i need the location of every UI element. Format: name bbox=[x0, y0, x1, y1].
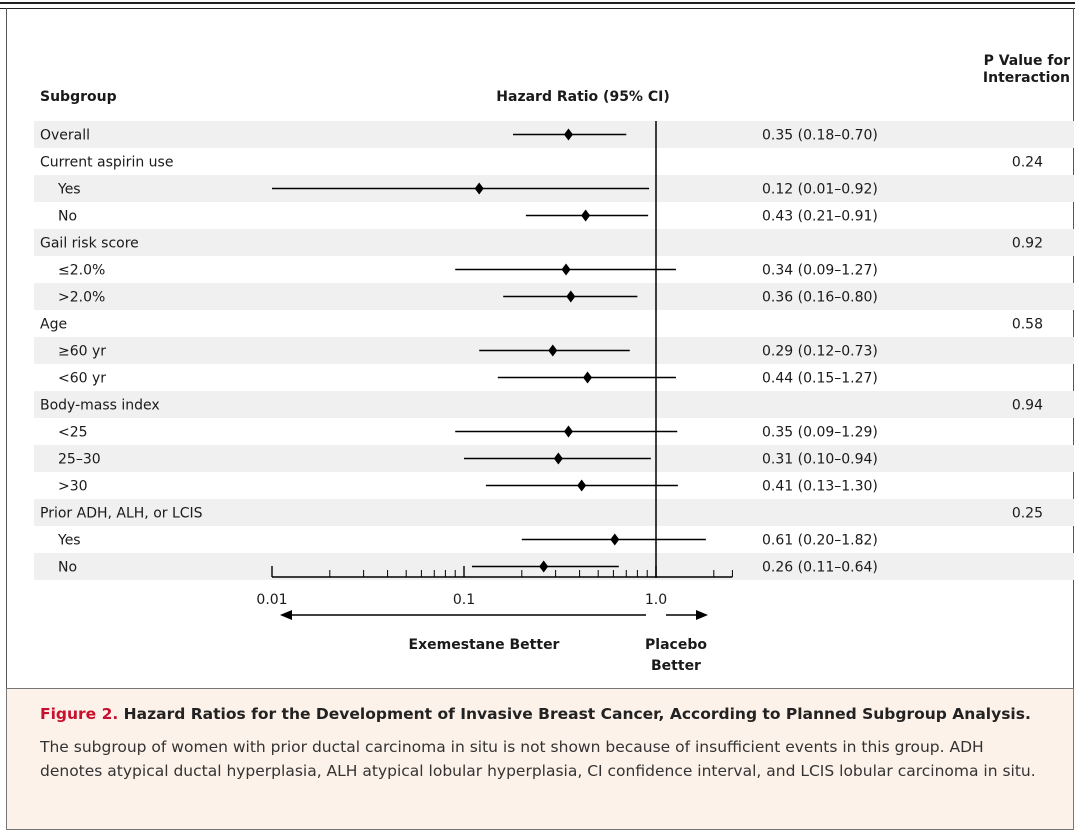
x-tick-label: 0.1 bbox=[453, 592, 475, 608]
row-label: >2.0% bbox=[58, 290, 105, 306]
header-p-value-line2: Interaction bbox=[983, 70, 1070, 86]
point-estimate bbox=[539, 560, 549, 573]
x-tick-label: 1.0 bbox=[645, 592, 667, 608]
ci-value: 0.41 (0.13–1.30) bbox=[762, 479, 878, 495]
header-p-value-line1: P Value for bbox=[984, 53, 1070, 69]
caption-body: The subgroup of women with prior ductal … bbox=[40, 738, 1036, 780]
p-value: 0.24 bbox=[1012, 155, 1043, 171]
row-label: Current aspirin use bbox=[40, 155, 173, 171]
point-estimate bbox=[561, 263, 571, 276]
point-estimate bbox=[563, 128, 573, 141]
point-estimate bbox=[474, 182, 484, 195]
row-label: <25 bbox=[58, 425, 88, 441]
caption-title-text: Hazard Ratios for the Development of Inv… bbox=[123, 705, 1031, 723]
row-label: Age bbox=[40, 317, 67, 333]
row-label: >30 bbox=[58, 479, 88, 495]
ci-value: 0.35 (0.18–0.70) bbox=[762, 128, 878, 144]
row-label: ≥60 yr bbox=[58, 344, 106, 360]
p-value: 0.94 bbox=[1012, 398, 1043, 414]
row-shade bbox=[34, 499, 1074, 526]
direction-label-exemestane: Exemestane Better bbox=[409, 637, 560, 653]
ci-value: 0.35 (0.09–1.29) bbox=[762, 425, 878, 441]
point-estimate bbox=[553, 452, 563, 465]
ci-value: 0.61 (0.20–1.82) bbox=[762, 533, 878, 549]
row-label: No bbox=[58, 560, 77, 576]
row-shade bbox=[34, 391, 1074, 418]
forest-plot: Subgroup Hazard Ratio (95% CI) P Value for… bbox=[34, 53, 1074, 674]
p-value: 0.25 bbox=[1012, 506, 1043, 522]
point-estimate bbox=[563, 425, 573, 438]
row-label: 25–30 bbox=[58, 452, 101, 468]
ci-value: 0.26 (0.11–0.64) bbox=[762, 560, 878, 576]
p-value: 0.92 bbox=[1012, 236, 1043, 252]
p-value: 0.58 bbox=[1012, 317, 1043, 333]
row-label: Yes bbox=[57, 182, 81, 198]
ci-value: 0.31 (0.10–0.94) bbox=[762, 452, 878, 468]
direction-label-placebo-line2: Better bbox=[651, 658, 701, 674]
row-label: Gail risk score bbox=[40, 236, 139, 252]
row-label: Overall bbox=[40, 128, 90, 144]
figure-caption: Figure 2. Hazard Ratios for the Developm… bbox=[6, 688, 1074, 830]
header-subgroup: Subgroup bbox=[40, 89, 117, 105]
figure-number: Figure 2. bbox=[40, 705, 119, 723]
point-estimate bbox=[583, 371, 593, 384]
top-double-rule-thick bbox=[0, 2, 1075, 4]
ci-value: 0.43 (0.21–0.91) bbox=[762, 209, 878, 225]
point-estimate bbox=[577, 479, 587, 492]
ci-value: 0.29 (0.12–0.73) bbox=[762, 344, 878, 360]
ci-value: 0.12 (0.01–0.92) bbox=[762, 182, 878, 198]
ci-value: 0.34 (0.09–1.27) bbox=[762, 263, 878, 279]
header-hazard-ratio: Hazard Ratio (95% CI) bbox=[496, 89, 669, 105]
point-estimate bbox=[548, 344, 558, 357]
row-label: Prior ADH, ALH, or LCIS bbox=[40, 506, 203, 522]
caption-title: Figure 2. Hazard Ratios for the Developm… bbox=[40, 705, 1031, 723]
row-label: <60 yr bbox=[58, 371, 106, 387]
point-estimate bbox=[581, 209, 591, 222]
direction-label-placebo-line1: Placebo bbox=[645, 637, 707, 653]
row-label: No bbox=[58, 209, 77, 225]
ci-value: 0.36 (0.16–0.80) bbox=[762, 290, 878, 306]
x-tick-label: 0.01 bbox=[256, 592, 287, 608]
point-estimate bbox=[566, 290, 576, 303]
exemestane-arrowhead bbox=[280, 610, 292, 620]
row-label: Body-mass index bbox=[40, 398, 160, 414]
placebo-arrowhead bbox=[696, 610, 708, 620]
top-double-rule-thin bbox=[0, 8, 1075, 9]
row-label: ≤2.0% bbox=[58, 263, 105, 279]
ci-value: 0.44 (0.15–1.27) bbox=[762, 371, 878, 387]
row-shade bbox=[34, 229, 1074, 256]
row-label: Yes bbox=[57, 533, 81, 549]
point-estimate bbox=[610, 533, 620, 546]
